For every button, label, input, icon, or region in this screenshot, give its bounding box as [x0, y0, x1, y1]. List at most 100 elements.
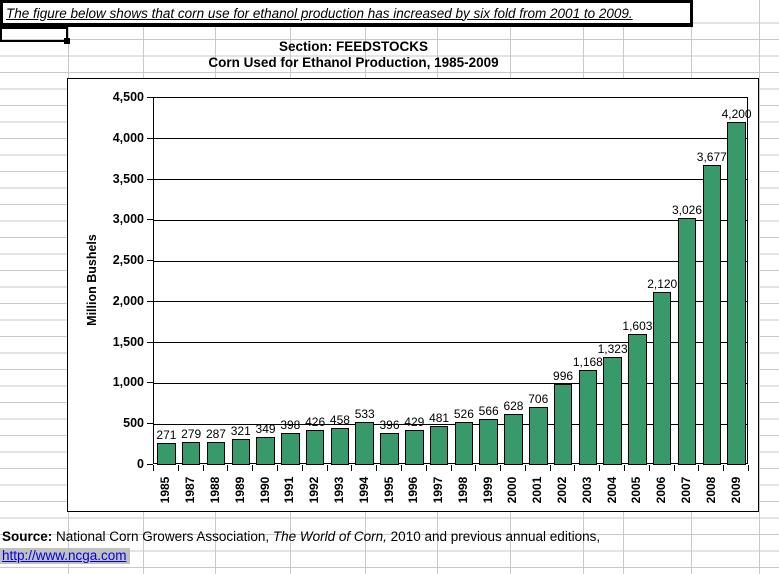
- active-cell-selection[interactable]: [0, 27, 70, 44]
- x-tick-mark: [326, 465, 328, 471]
- x-tick-mark: [276, 465, 278, 471]
- ncga-hyperlink[interactable]: http://www.ncga.com: [0, 548, 130, 564]
- bar-2006: [652, 292, 672, 465]
- bar-value-label: 2,120: [647, 277, 678, 292]
- x-tick-label-wrap: 1993: [331, 470, 347, 510]
- chart-gridline: [154, 179, 747, 181]
- y-tick-label: 3,500: [112, 171, 144, 186]
- bar-value-label: 1,603: [622, 319, 653, 334]
- bar-value-label: 1,323: [597, 342, 628, 357]
- bar-value-label: 1,168: [572, 354, 603, 369]
- bar-value-label: 279: [181, 427, 202, 442]
- x-tick-label: 1997: [431, 476, 446, 504]
- y-tick-mark: [147, 260, 153, 262]
- x-tick-label-wrap: 2004: [604, 470, 620, 510]
- bar-value-label: 481: [429, 410, 450, 425]
- y-tick-label: 0: [137, 457, 144, 471]
- x-tick-mark: [202, 465, 204, 471]
- y-tick-label: 2,000: [112, 293, 144, 308]
- bar-value-label: 4,200: [721, 107, 752, 122]
- x-tick-label: 1988: [207, 476, 222, 504]
- bar-2004: [603, 357, 622, 465]
- y-tick-mark: [147, 178, 153, 180]
- x-tick-label-wrap: 1992: [306, 470, 322, 510]
- x-tick-label-wrap: 2002: [554, 470, 570, 510]
- bar-value-label: 526: [453, 407, 474, 422]
- y-tick-mark: [147, 137, 153, 139]
- x-tick-label: 1987: [183, 476, 198, 504]
- y-tick-mark: [147, 97, 153, 98]
- bar-1995: [380, 432, 399, 465]
- bar-1999: [479, 418, 498, 465]
- x-tick-label-wrap: 2008: [703, 470, 719, 510]
- x-tick-label-wrap: 2005: [628, 470, 644, 510]
- x-tick-label-wrap: 1998: [455, 470, 471, 510]
- x-tick-label: 1999: [480, 476, 495, 504]
- x-tick-mark: [177, 465, 179, 471]
- figure-caption-text: The figure below shows that corn use for…: [6, 5, 633, 21]
- x-tick-label-wrap: 2003: [579, 470, 595, 510]
- x-tick-mark: [450, 465, 452, 471]
- x-tick-mark: [500, 465, 502, 471]
- x-tick-label-wrap: 2009: [728, 470, 744, 510]
- fill-handle[interactable]: [64, 38, 70, 44]
- x-tick-label-wrap: 1995: [381, 470, 397, 510]
- chart-title: Corn Used for Ethanol Production, 1985-2…: [208, 55, 499, 70]
- chart-gridline: [154, 219, 747, 221]
- x-tick-label: 1992: [307, 476, 322, 504]
- bar-1998: [454, 422, 474, 465]
- source-publication: The World of Corn,: [272, 529, 387, 544]
- bar-1994: [355, 421, 374, 465]
- x-tick-mark: [673, 465, 675, 471]
- bar-value-label: 3,677: [696, 150, 727, 165]
- bar-value-label: 458: [329, 412, 350, 427]
- bar-value-label: 321: [230, 423, 251, 438]
- bar-value-label: 287: [205, 426, 226, 441]
- x-tick-label-wrap: 1996: [405, 470, 421, 510]
- x-tick-mark: [252, 465, 254, 471]
- chart-gridline: [154, 138, 747, 140]
- bar-value-label: 271: [156, 427, 177, 442]
- y-axis-title: Million Bushels: [85, 234, 99, 326]
- plot-area: 271 279 287 321 349 398 426 458 533 396 429 481 526 5…: [153, 97, 752, 465]
- bar-2001: [529, 407, 548, 465]
- source-link-row: http://www.ncga.com: [0, 547, 130, 565]
- x-tick-label: 2003: [579, 476, 594, 504]
- x-tick-label: 1996: [406, 476, 421, 504]
- y-tick-mark: [147, 423, 153, 425]
- x-tick-mark: [599, 465, 601, 471]
- x-tick-label: 2001: [530, 476, 545, 504]
- x-tick-label-wrap: 1991: [281, 470, 297, 510]
- x-tick-label: 2002: [555, 476, 570, 504]
- bar-2008: [702, 165, 722, 465]
- x-tick-label: 2007: [679, 476, 694, 504]
- bar-1992: [305, 430, 325, 465]
- y-tick-label: 3,000: [112, 212, 144, 227]
- x-tick-label-wrap: 2007: [678, 470, 694, 510]
- bar-1990: [256, 436, 275, 465]
- y-tick-mark: [147, 300, 153, 302]
- y-tick-mark: [147, 341, 153, 343]
- bar-value-label: 533: [354, 406, 375, 421]
- chart-gridline: [154, 260, 747, 262]
- bar-chart: Million Bushels 0 500 1,000 1,500 2,000 2,500…: [67, 78, 759, 512]
- y-tick-mark: [147, 464, 153, 465]
- x-tick-label: 2009: [728, 476, 743, 504]
- source-prefix: Source:: [2, 529, 53, 544]
- x-tick-mark: [648, 465, 650, 471]
- chart-gridline: [154, 382, 747, 384]
- x-tick-mark: [723, 465, 725, 471]
- x-tick-mark: [549, 465, 551, 471]
- bar-value-label: 398: [280, 417, 301, 432]
- x-tick-label: 1993: [331, 476, 346, 504]
- section-title: Section: FEEDSTOCKS: [278, 39, 429, 54]
- x-tick-mark: [624, 465, 626, 471]
- x-tick-mark: [574, 465, 576, 471]
- x-tick-label-wrap: 1989: [232, 470, 248, 510]
- x-tick-label: 1985: [158, 476, 173, 504]
- x-tick-label-wrap: 2000: [504, 470, 520, 510]
- x-tick-label: 1994: [356, 476, 371, 504]
- bar-value-label: 349: [255, 421, 276, 436]
- x-tick-label-wrap: 1988: [207, 470, 223, 510]
